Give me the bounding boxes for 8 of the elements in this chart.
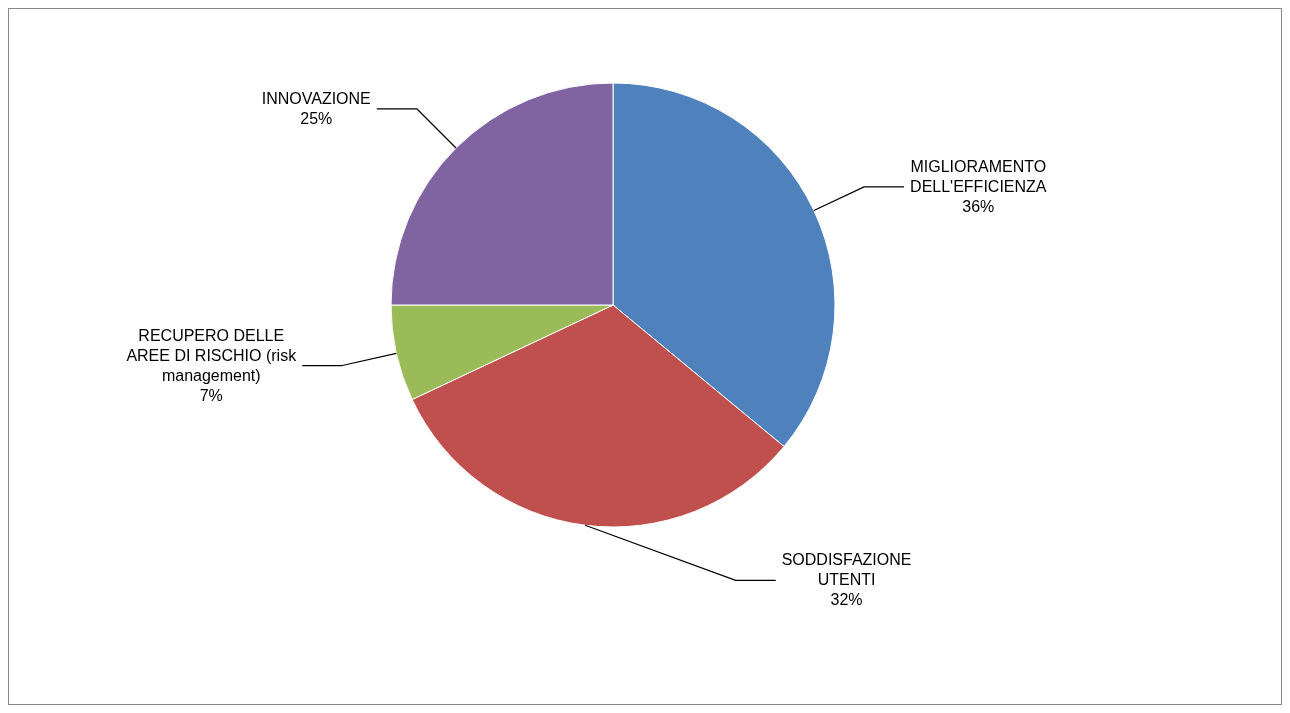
data-label: 32%: [830, 591, 863, 609]
slice-label: INNOVAZIONE: [261, 89, 371, 107]
data-label: 7%: [199, 386, 223, 404]
data-label: 36%: [962, 197, 995, 215]
data-label: 25%: [300, 109, 333, 127]
slice-label: MIGLIORAMENTO DELL'EFFICIENZA: [910, 157, 1047, 195]
slice-label: SODDISFAZIONE UTENTI: [781, 551, 912, 589]
slice-label: RECUPERO DELLE AREE DI RISCHIO (risk management): [126, 326, 298, 384]
